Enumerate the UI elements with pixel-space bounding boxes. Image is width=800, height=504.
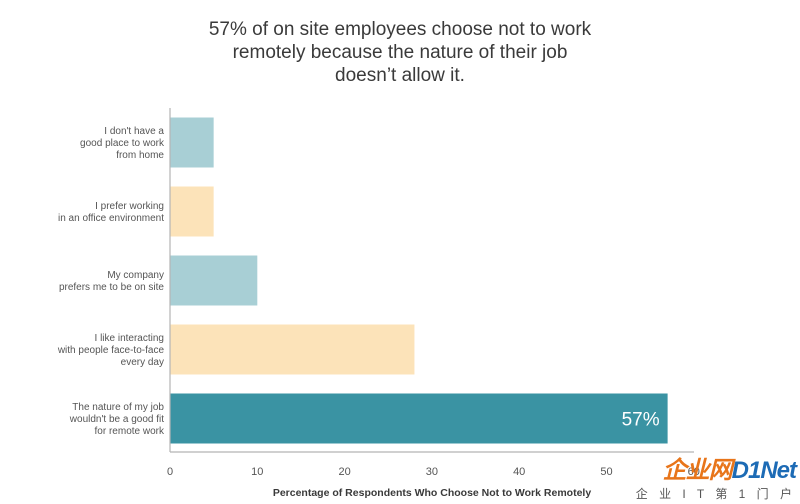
watermark-brand-left: 企业网 (662, 457, 733, 484)
bars-group: 57% (170, 117, 668, 444)
category-label-line: in an office environment (58, 213, 164, 224)
chart-title: 57% of on site employees choose not to w… (150, 18, 650, 87)
bar-5 (170, 393, 668, 444)
category-label-line: wouldn't be a good fit (69, 414, 164, 425)
category-label-line: with people face-to-face (57, 345, 165, 356)
x-axis-label: Percentage of Respondents Who Choose Not… (273, 487, 591, 499)
watermark-brand: 企业网D1Net (636, 450, 797, 485)
category-label-3: My company prefers me to be on site (59, 270, 164, 293)
category-label-2: I prefer working in an office environment (58, 201, 164, 224)
x-tick-label: 20 (338, 466, 350, 478)
x-tick-label: 50 (600, 466, 612, 478)
category-labels-group: I don't have a good place to work from hom… (57, 126, 165, 437)
category-label-line: for remote work (95, 426, 165, 437)
title-line-3: doesn’t allow it. (335, 65, 465, 86)
x-tick-label: 60 (688, 466, 700, 478)
category-label-line: The nature of my job (72, 402, 164, 413)
category-label-line: good place to work (80, 138, 165, 149)
x-tick-labels-group: 0 10 20 30 40 50 60 (167, 466, 700, 478)
category-label-line: every day (121, 357, 164, 368)
bar-2 (170, 186, 214, 237)
watermark-subtitle: 企 业 I T 第 1 门 户 (635, 487, 796, 501)
bar-4 (170, 324, 415, 375)
category-label-line: I prefer working (95, 201, 164, 212)
bar-1 (170, 117, 214, 168)
title-line-2: remotely because the nature of their job (232, 42, 568, 63)
bar-3 (170, 255, 258, 306)
x-tick-label: 40 (513, 466, 525, 478)
category-label-line: My company (107, 270, 164, 281)
category-label-line: I don't have a (104, 126, 164, 137)
category-label-line: from home (116, 150, 164, 161)
title-line-1: 57% of on site employees choose not to w… (208, 19, 592, 40)
category-label-line: prefers me to be on site (59, 282, 164, 293)
bar-value-label-5: 57% (622, 410, 660, 431)
watermark-logo: 企业网D1Net 企 业 I T 第 1 门 户 (635, 450, 797, 502)
category-label-1: I don't have a good place to work from hom… (80, 126, 165, 161)
category-label-4: I like interacting with people face-to-fa… (57, 333, 165, 368)
x-tick-label: 10 (251, 466, 263, 478)
x-tick-label: 30 (426, 466, 438, 478)
x-tick-label: 0 (167, 466, 173, 478)
category-label-line: I like interacting (95, 333, 164, 344)
category-label-5: The nature of my job wouldn't be a good f… (69, 402, 165, 437)
watermark-brand-right: D1Net (731, 457, 797, 484)
